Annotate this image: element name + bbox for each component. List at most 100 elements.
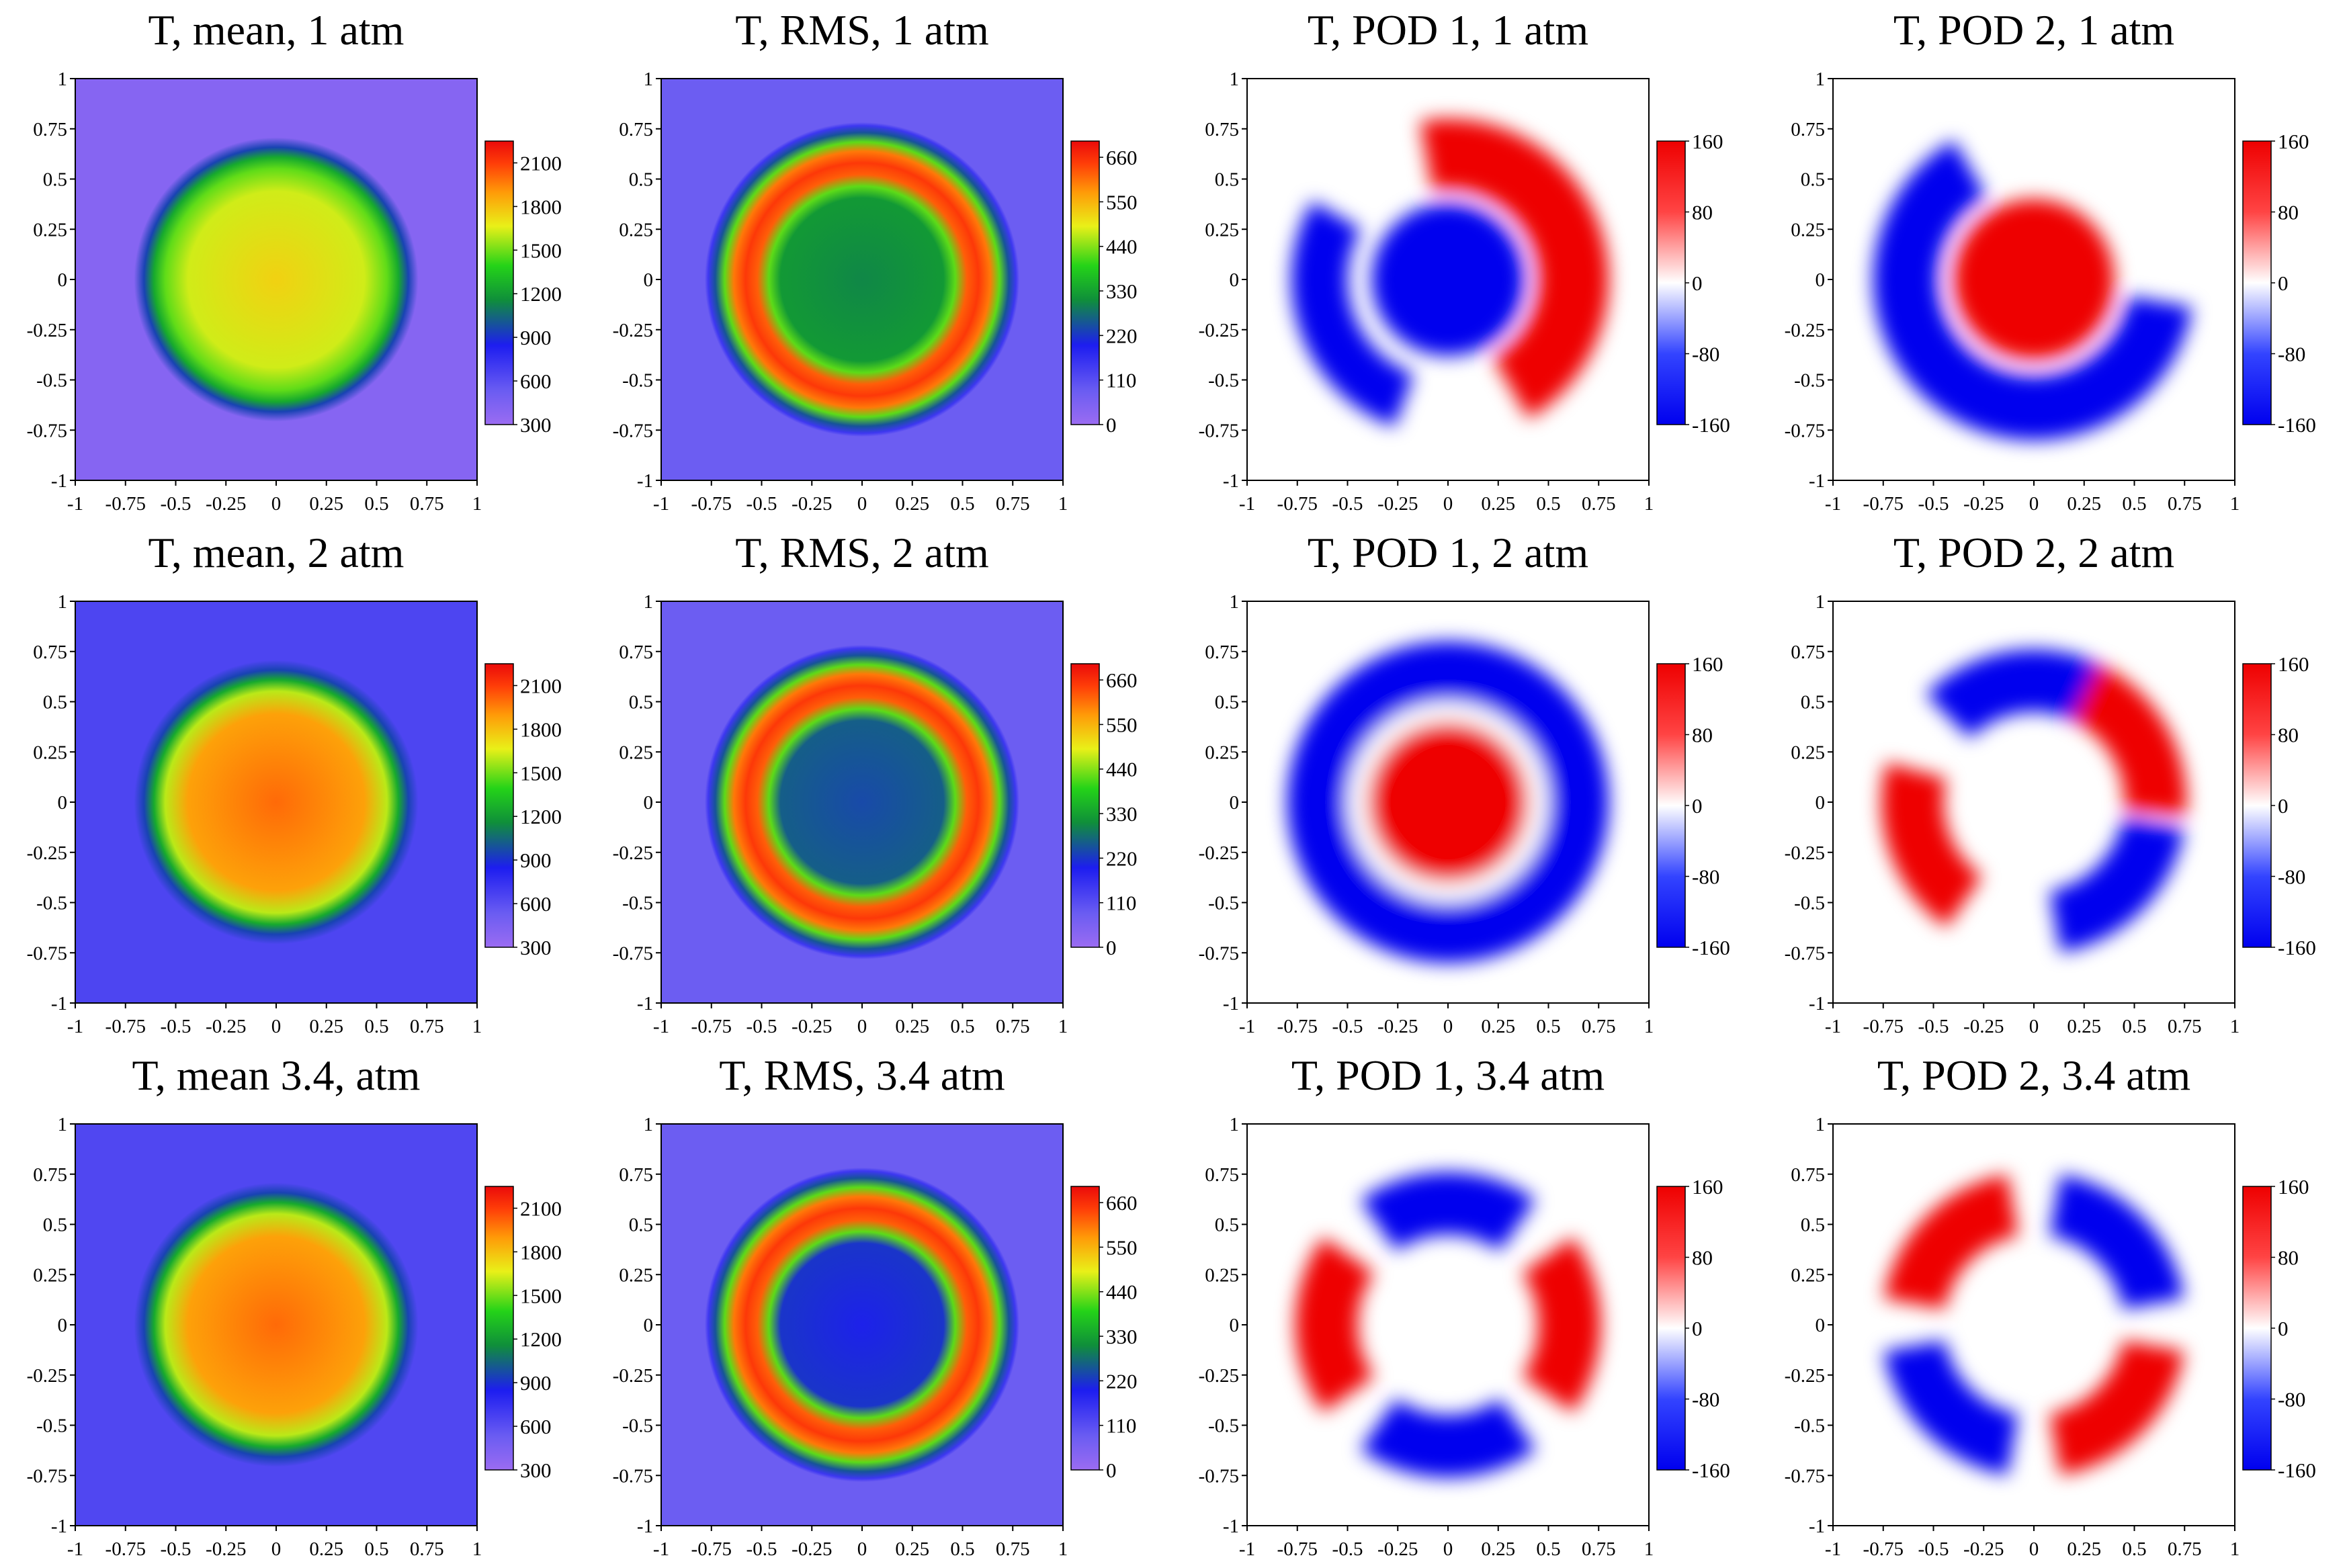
heatmap-field: [75, 79, 477, 480]
mean-disk: [134, 137, 419, 422]
x-tick-label: -0.5: [161, 493, 191, 515]
colorbar-tick-label: 2100: [520, 151, 562, 175]
y-tick-label: -0.75: [27, 1465, 67, 1487]
x-tick-label: 0.25: [309, 1538, 343, 1560]
x-tick-label: -0.75: [105, 493, 146, 515]
y-tick-label: 0.25: [619, 219, 653, 241]
x-tick-label: 0.75: [410, 1016, 444, 1037]
y-tick-label: 1: [644, 1114, 654, 1135]
x-tick-label: 0.25: [895, 1538, 929, 1560]
colorbar-tick-label: -160: [2278, 413, 2316, 437]
y-tick-label: 0.25: [1791, 219, 1825, 241]
x-tick-label: 0: [271, 1016, 282, 1037]
heatmap-field: [75, 601, 477, 1003]
chart-panel: T, mean, 2 atm 1 0.75 0.5 0.25 0 -0.25 -0.5 -0.7…: [0, 523, 586, 1045]
colorbar-tick-label: -160: [1692, 1458, 1730, 1482]
x-tick-label: 0.75: [1582, 493, 1616, 515]
colorbar: [2242, 140, 2272, 425]
y-tick-label: -0.75: [1785, 420, 1825, 441]
x-tick-label: -0.75: [1277, 1016, 1318, 1037]
colorbar-tick-label: -160: [1692, 413, 1730, 437]
x-tick-label: -0.5: [161, 1538, 191, 1560]
x-tick-label: -0.25: [792, 1538, 832, 1560]
colorbar: [484, 663, 514, 948]
y-tick-label: -0.75: [613, 943, 653, 964]
x-tick-label: -0.5: [161, 1016, 191, 1037]
panel-title: T, mean 3.4, atm: [132, 1051, 421, 1099]
x-tick-label: -0.75: [691, 1538, 732, 1560]
colorbar-tick-label: -80: [2278, 343, 2305, 366]
heatmap-plot: 1 0.75 0.5 0.25 0 -0.25 -0.5 -0.75 -1-1 -0.75 -0.5…: [1199, 1114, 1730, 1560]
x-tick-label: 0.25: [2067, 1538, 2101, 1560]
colorbar-tick-label: 1200: [520, 282, 562, 306]
x-tick-label: 1: [1058, 493, 1068, 515]
pod-lobe: [2049, 1340, 2184, 1475]
panel-title: T, POD 1, 2 atm: [1307, 529, 1589, 576]
colorbar-tick-label: 1500: [520, 1284, 562, 1307]
x-tick-label: -1: [1239, 493, 1255, 515]
y-tick-label: -0.25: [1199, 842, 1239, 864]
y-tick-label: -0.25: [27, 1365, 67, 1387]
pod-crescent: [1873, 140, 2192, 441]
x-tick-label: 0.25: [309, 493, 343, 515]
y-tick-label: 0.75: [1205, 1164, 1239, 1186]
y-tick-label: 0.5: [1801, 169, 1825, 191]
colorbar-tick-label: 0: [1106, 936, 1117, 959]
colorbar-tick-label: 2100: [520, 674, 562, 697]
colorbar-tick-label: 160: [2278, 1175, 2309, 1199]
y-tick-label: -0.75: [1785, 943, 1825, 964]
colorbar: [1656, 140, 1686, 425]
colorbar-tick-label: 1200: [520, 805, 562, 828]
colorbar: [2242, 663, 2272, 948]
chart-panel: T, RMS, 3.4 atm 1 0.75 0.5 0.25 0 -0.25 -0.5 -0.…: [586, 1045, 1172, 1568]
x-tick-label: -0.75: [691, 493, 732, 515]
y-tick-label: 0.5: [629, 169, 653, 191]
colorbar-tick-label: 1200: [520, 1327, 562, 1351]
x-tick-label: 0.75: [2168, 1016, 2202, 1037]
x-tick-label: -0.75: [105, 1016, 146, 1037]
y-tick-label: -0.25: [1785, 1365, 1825, 1387]
x-tick-label: -1: [1825, 1538, 1841, 1560]
y-tick-label: 0.75: [1205, 119, 1239, 140]
y-tick-label: 0.75: [619, 642, 653, 663]
colorbar-tick-label: 550: [1106, 713, 1138, 736]
y-tick-label: 0.25: [1205, 1264, 1239, 1286]
y-tick-label: 1: [1230, 591, 1240, 613]
y-tick-label: 0.75: [33, 1164, 67, 1186]
x-tick-label: 0.75: [410, 1538, 444, 1560]
x-tick-label: 1: [1644, 1016, 1654, 1037]
pod-lobe: [1926, 649, 2099, 738]
pod-core: [1371, 203, 1525, 356]
panel-title: T, RMS, 1 atm: [735, 6, 989, 54]
x-tick-label: 0.5: [1536, 493, 1560, 515]
x-tick-label: 1: [1644, 1538, 1654, 1560]
x-tick-label: -0.25: [1377, 493, 1418, 515]
colorbar-tick-label: 110: [1106, 369, 1136, 392]
y-tick-label: 0.5: [629, 1215, 653, 1236]
y-tick-label: -0.75: [613, 1465, 653, 1487]
y-tick-label: 0.25: [1205, 219, 1239, 241]
x-tick-label: 0.25: [309, 1016, 343, 1037]
y-tick-label: -1: [1809, 993, 1825, 1014]
rms-ring: [704, 644, 1020, 960]
y-tick-label: -0.75: [1199, 943, 1239, 964]
x-tick-label: -0.25: [1963, 1538, 2004, 1560]
pod-lobe: [1522, 1237, 1601, 1413]
y-tick-label: -0.5: [1794, 893, 1825, 914]
heatmap-field: [661, 601, 1063, 1003]
x-tick-label: -0.25: [206, 1016, 246, 1037]
colorbar-tick-label: 300: [520, 1458, 552, 1482]
colorbar-tick-label: 0: [1106, 1458, 1117, 1482]
x-tick-label: 1: [472, 1538, 482, 1560]
colorbar: [1070, 140, 1100, 425]
colorbar-tick-label: 330: [1106, 1325, 1138, 1348]
pod-lobe: [1295, 1237, 1374, 1413]
x-tick-label: -0.25: [792, 493, 832, 515]
heatmap-field: [661, 79, 1063, 480]
x-tick-label: -0.25: [1963, 493, 2004, 515]
y-tick-label: 1: [644, 69, 654, 90]
colorbar-tick-label: -80: [2278, 1388, 2305, 1411]
colorbar-tick-label: 1800: [520, 717, 562, 741]
panel-title: T, POD 1, 1 atm: [1307, 6, 1589, 54]
pod-lobe: [1881, 763, 1982, 928]
